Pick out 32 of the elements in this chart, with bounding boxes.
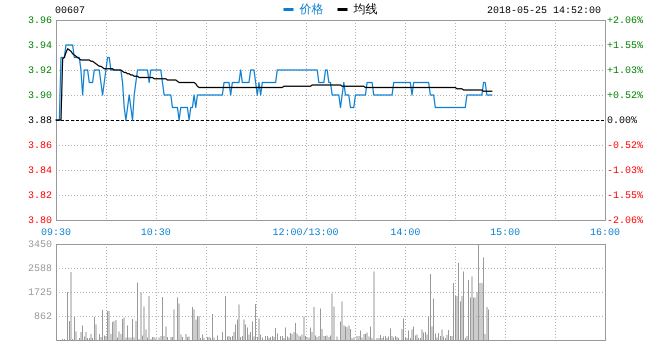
y-tick-label: 3.90 (28, 91, 52, 102)
legend-label: 均线 (352, 2, 378, 16)
y2-tick-label: +0.52% (607, 90, 644, 102)
y2-tick-label: -0.52% (607, 141, 644, 152)
y-tick-label: 3.86 (28, 141, 52, 152)
chart-title: 00607 (55, 6, 86, 17)
x-tick-label: 15:00 (490, 228, 520, 239)
y2-tick-label: -2.06% (607, 216, 644, 227)
y-tick-label: 3.82 (28, 191, 52, 202)
y-tick-label: 3.80 (28, 216, 52, 227)
x-tick-label: 09:30 (40, 228, 72, 239)
y-tick-label: 3.94 (28, 41, 52, 52)
y-tick-label: 862 (34, 312, 52, 324)
y2-tick-label: 0.00% (607, 116, 638, 127)
y-tick-label: 3.96 (28, 16, 52, 27)
y-tick-label: 1725 (28, 288, 52, 299)
y2-tick-label: +2.06% (607, 16, 644, 27)
x-tick-label: 16:00 (590, 228, 620, 239)
text: 2018-05-25 14:52:00 (486, 6, 601, 17)
y-tick-label: 2588 (28, 264, 52, 275)
y2-tick-label: +1.55% (607, 40, 644, 52)
y2-tick-label: -1.55% (607, 191, 644, 202)
x-tick-label: 12:00/13:00 (272, 227, 339, 239)
x-tick-label: 10:30 (140, 228, 171, 239)
y-tick-label: 3450 (28, 240, 52, 251)
y-tick-label: 3.84 (28, 166, 52, 177)
x-tick-label: 14:00 (390, 228, 420, 239)
y2-tick-label: -1.03% (607, 166, 644, 177)
y-tick-label: 3.88 (28, 116, 52, 127)
y-tick-label: 3.92 (28, 66, 52, 77)
legend-label: 价格 (298, 2, 324, 16)
y2-tick-label: +1.03% (607, 66, 644, 77)
